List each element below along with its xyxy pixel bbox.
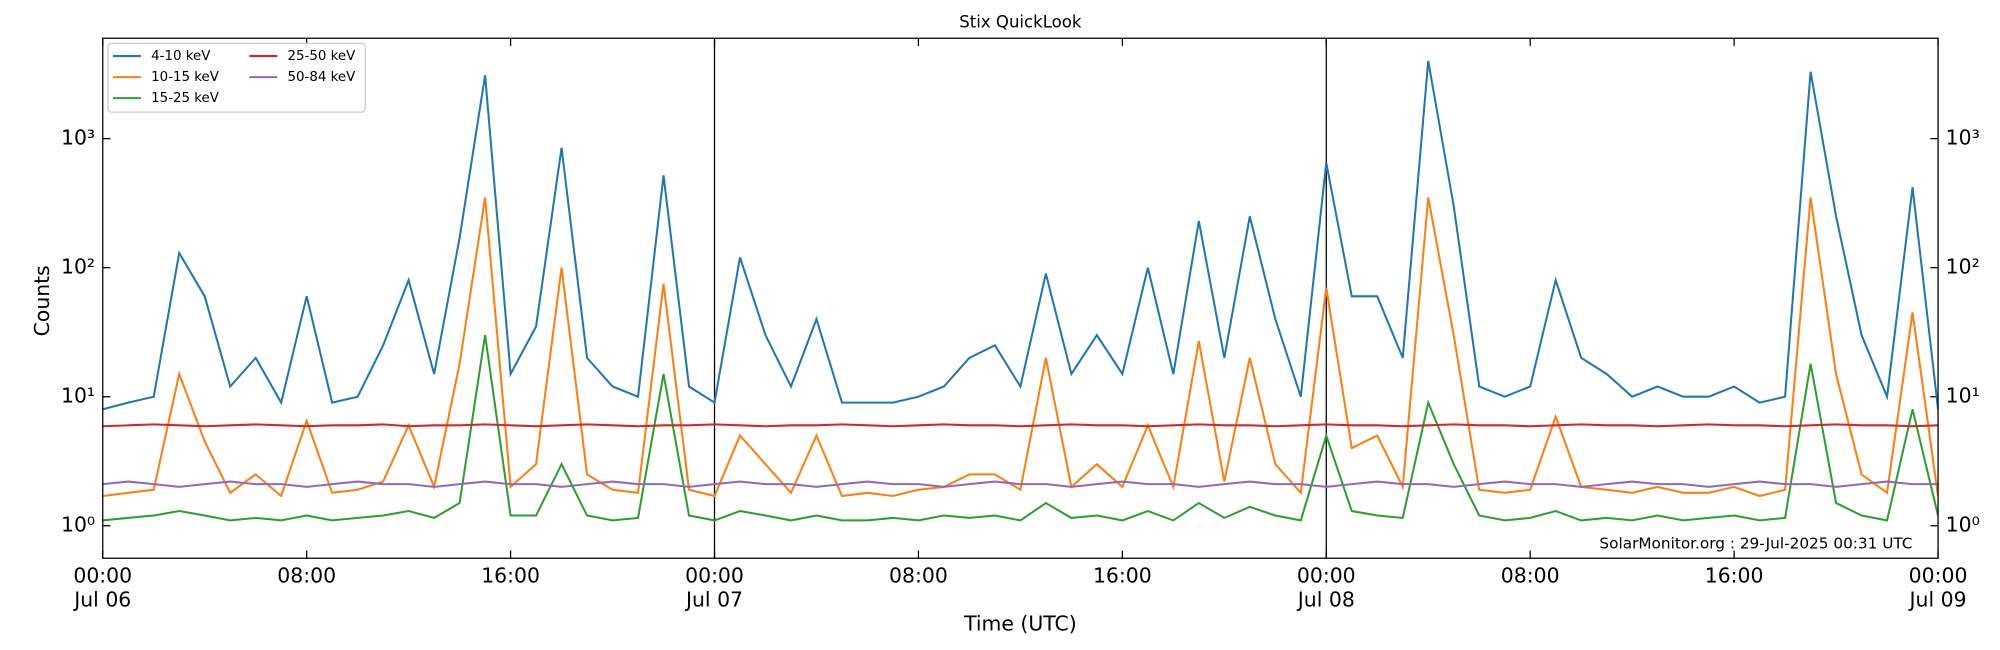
legend-label: 25-50 keV bbox=[288, 49, 357, 64]
x-tick-label-box: 00:00 Jul 06 bbox=[73, 563, 133, 612]
y-tick-label-right: 10⁰ bbox=[1946, 513, 1980, 537]
series-line bbox=[102, 197, 1939, 498]
y-tick-label: 10⁰ bbox=[61, 513, 95, 537]
legend-label: 15-25 keV bbox=[151, 91, 220, 106]
series-line bbox=[102, 334, 1939, 522]
x-tick-label-box: 08:00 bbox=[277, 563, 337, 588]
y-axis-label: Counts bbox=[30, 265, 54, 336]
chart-title: Stix QuickLook bbox=[959, 12, 1082, 31]
x-tick-label: 16:00 bbox=[481, 563, 540, 588]
y-tick-label: 10¹ bbox=[61, 384, 95, 408]
y-tick-label: 10³ bbox=[61, 126, 95, 150]
x-tick-label: 08:00 bbox=[1500, 563, 1560, 588]
x-tick-label-box: 16:00 bbox=[481, 563, 540, 588]
y-tick-label-right: 10² bbox=[1946, 255, 1980, 279]
legend-box bbox=[107, 42, 366, 113]
x-tick-label-box: 08:00 bbox=[1500, 563, 1560, 588]
legend-label: 50-84 keV bbox=[288, 70, 357, 85]
x-tick-label: 08:00 bbox=[889, 563, 948, 588]
x-axis-label: Time (UTC) bbox=[963, 612, 1077, 636]
y-tick-label-right: 10³ bbox=[1946, 126, 1980, 150]
series-line bbox=[102, 480, 1939, 488]
x-tick-label-box: 08:00 bbox=[889, 563, 948, 588]
x-tick-label: 00:00 Jul 08 bbox=[1296, 563, 1356, 612]
x-tick-label-box: 16:00 bbox=[1704, 563, 1764, 588]
series-line bbox=[102, 60, 1939, 411]
y-tick-label: 10² bbox=[61, 255, 95, 279]
annotation: SolarMonitor.org : 29-Jul-2025 00:31 UTC bbox=[1599, 535, 1912, 553]
x-tick-label-box: 00:00 Jul 08 bbox=[1296, 563, 1356, 612]
legend-label: 10-15 keV bbox=[151, 70, 220, 85]
y-tick-label-right: 10¹ bbox=[1946, 384, 1980, 408]
series-line bbox=[102, 423, 1939, 428]
x-tick-label-box: 16:00 bbox=[1092, 563, 1152, 588]
x-tick-label-box: 00:00 Jul 09 bbox=[1908, 563, 1968, 612]
legend-label: 4-10 keV bbox=[151, 49, 211, 64]
x-tick-label-box: 00:00 Jul 07 bbox=[685, 563, 744, 612]
x-tick-label: 16:00 bbox=[1092, 563, 1152, 588]
x-tick-label: 08:00 bbox=[277, 563, 337, 588]
plot-frame bbox=[102, 37, 1939, 559]
x-tick-label: 00:00 Jul 06 bbox=[73, 563, 133, 612]
x-tick-label: 16:00 bbox=[1704, 563, 1764, 588]
x-tick-label: 00:00 Jul 09 bbox=[1908, 563, 1968, 612]
x-tick-label: 00:00 Jul 07 bbox=[685, 563, 744, 612]
